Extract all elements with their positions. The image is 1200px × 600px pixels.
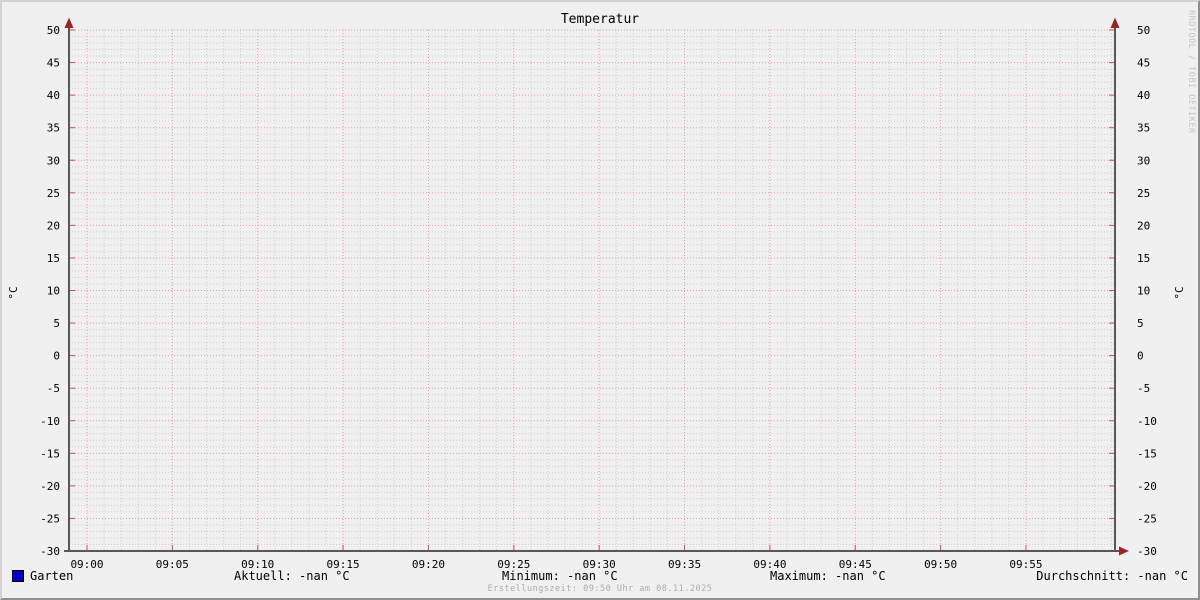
svg-text:35: 35 <box>1137 122 1150 135</box>
svg-text:-5: -5 <box>1137 382 1150 395</box>
svg-text:0: 0 <box>53 350 60 363</box>
svg-text:35: 35 <box>47 122 60 135</box>
svg-text:25: 25 <box>47 187 60 200</box>
svg-text:45: 45 <box>1137 57 1150 70</box>
svg-text:09:50: 09:50 <box>924 558 957 571</box>
stat-durchschnitt: Durchschnitt: -nan °C <box>1036 569 1188 583</box>
svg-text:10: 10 <box>1137 285 1150 298</box>
svg-text:50: 50 <box>1137 24 1150 37</box>
svg-text:40: 40 <box>1137 89 1150 102</box>
svg-text:-30: -30 <box>40 545 60 558</box>
y-axis-unit-left: °C <box>7 286 20 300</box>
stat-maximum: Maximum: -nan °C <box>770 569 886 583</box>
svg-text:09:40: 09:40 <box>753 558 786 571</box>
rrdtool-watermark: RRDTOOL / TOBI OETIKER <box>1186 10 1196 134</box>
svg-text:20: 20 <box>1137 219 1150 232</box>
svg-text:09:35: 09:35 <box>668 558 701 571</box>
svg-text:40: 40 <box>47 89 60 102</box>
svg-text:5: 5 <box>53 317 60 330</box>
svg-text:20: 20 <box>47 219 60 232</box>
svg-text:-5: -5 <box>47 382 60 395</box>
svg-text:15: 15 <box>1137 252 1150 265</box>
svg-text:09:05: 09:05 <box>156 558 189 571</box>
y-axis-unit-right: °C <box>1173 286 1186 300</box>
legend-swatch-garten <box>12 570 24 582</box>
svg-text:09:10: 09:10 <box>241 558 274 571</box>
svg-text:0: 0 <box>1137 350 1144 363</box>
svg-text:10: 10 <box>47 285 60 298</box>
svg-text:-10: -10 <box>40 415 60 428</box>
svg-text:45: 45 <box>47 57 60 70</box>
svg-text:15: 15 <box>47 252 60 265</box>
svg-text:09:55: 09:55 <box>1009 558 1042 571</box>
stat-aktuell: Aktuell: -nan °C <box>234 569 350 583</box>
legend-row: Garten Aktuell: -nan °C Minimum: -nan °C… <box>2 569 1198 583</box>
svg-text:-30: -30 <box>1137 545 1157 558</box>
svg-text:09:30: 09:30 <box>583 558 616 571</box>
svg-text:-20: -20 <box>40 480 60 493</box>
svg-text:25: 25 <box>1137 187 1150 200</box>
svg-text:30: 30 <box>47 154 60 167</box>
chart-title: Temperatur <box>560 12 640 27</box>
svg-text:09:20: 09:20 <box>412 558 445 571</box>
svg-text:-10: -10 <box>1137 415 1157 428</box>
svg-text:-20: -20 <box>1137 480 1157 493</box>
svg-text:-15: -15 <box>40 447 60 460</box>
svg-text:-25: -25 <box>40 512 60 525</box>
svg-text:09:45: 09:45 <box>839 558 872 571</box>
svg-text:09:25: 09:25 <box>497 558 530 571</box>
svg-text:30: 30 <box>1137 154 1150 167</box>
svg-text:09:00: 09:00 <box>70 558 103 571</box>
legend-label-garten: Garten <box>30 569 74 583</box>
svg-text:-15: -15 <box>1137 447 1157 460</box>
svg-text:-25: -25 <box>1137 512 1157 525</box>
creation-time-footer: Erstellungszeit: 09:50 Uhr am 08.11.2025 <box>487 584 713 594</box>
svg-text:09:15: 09:15 <box>327 558 360 571</box>
svg-text:5: 5 <box>1137 317 1144 330</box>
svg-text:50: 50 <box>47 24 60 37</box>
stat-minimum: Minimum: -nan °C <box>502 569 618 583</box>
